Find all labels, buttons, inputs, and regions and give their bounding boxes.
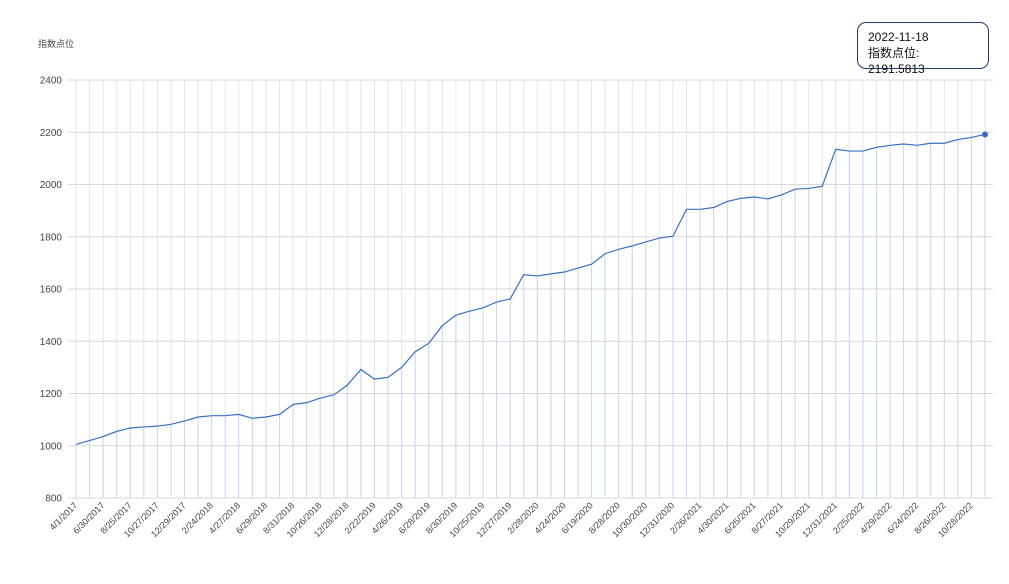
y-tick-label: 2200 — [40, 128, 63, 139]
tooltip-date: 2022-11-18 — [868, 30, 929, 44]
tooltip: 2022-11-18 指数点位: 2191.5813 — [857, 22, 989, 76]
y-tick-label: 1000 — [40, 441, 63, 452]
y-tick-label: 800 — [45, 494, 62, 505]
hover-point — [982, 131, 988, 138]
y-axis-label: 指数点位 — [38, 38, 74, 49]
y-tick-label: 1400 — [40, 337, 63, 348]
y-tick-label: 1600 — [40, 285, 63, 296]
y-tick-label: 2000 — [40, 180, 63, 191]
y-tick-label: 2400 — [40, 76, 63, 87]
tooltip-text: 指数点位: 2191.5813 — [868, 46, 925, 76]
y-tick-label: 1200 — [40, 389, 63, 400]
series-line — [75, 133, 986, 446]
y-tick-label: 1800 — [40, 232, 63, 243]
